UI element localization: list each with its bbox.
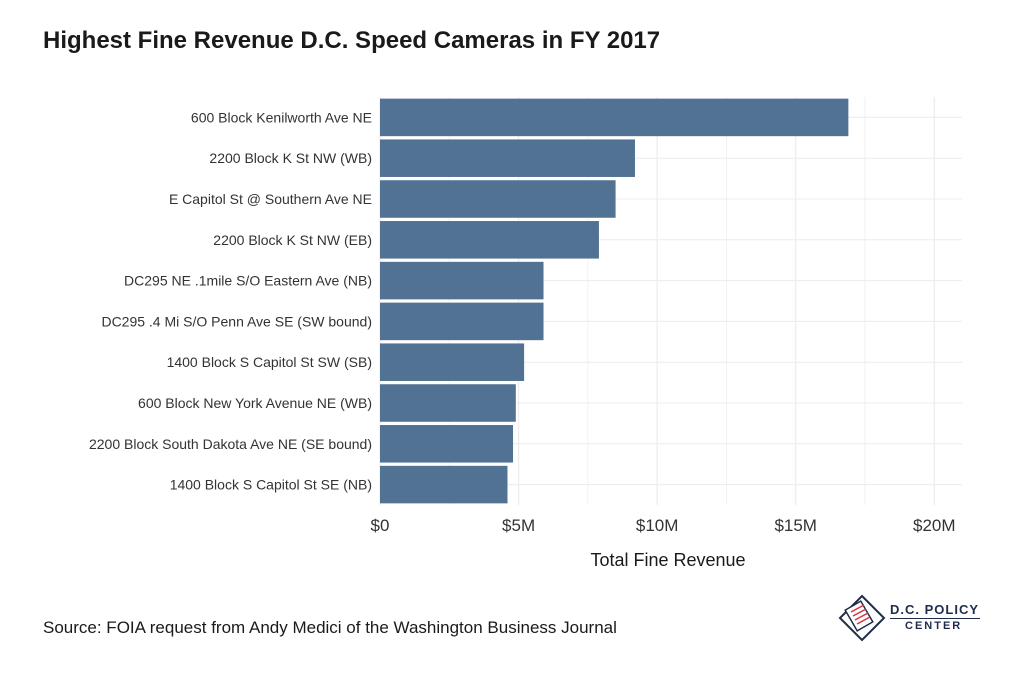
category-label: DC295 .4 Mi S/O Penn Ave SE (SW bound) xyxy=(101,313,372,329)
bar xyxy=(380,302,544,341)
category-label: 2200 Block K St NW (WB) xyxy=(209,150,372,166)
x-tick-label: $0 xyxy=(371,516,390,535)
category-label: 600 Block Kenilworth Ave NE xyxy=(191,109,372,125)
category-label: 1400 Block S Capitol St SE (NB) xyxy=(170,477,372,493)
logo-text-line2: CENTER xyxy=(905,620,963,632)
dc-map-document-icon xyxy=(838,594,886,642)
category-label: E Capitol St @ Southern Ave NE xyxy=(169,191,372,207)
category-labels: 600 Block Kenilworth Ave NE 2200 Block K … xyxy=(89,109,372,492)
bar xyxy=(380,98,849,137)
bar xyxy=(380,261,544,300)
logo-text-line1: D.C. POLICY xyxy=(890,602,980,617)
bar xyxy=(380,425,514,463)
bar-chart: 600 Block Kenilworth Ave NE 2200 Block K … xyxy=(89,97,962,570)
bar xyxy=(380,384,516,422)
chart-title: Highest Fine Revenue D.C. Speed Cameras … xyxy=(43,27,661,54)
x-tick-label: $15M xyxy=(774,516,817,535)
bar xyxy=(380,221,599,259)
category-label: 2200 Block South Dakota Ave NE (SE bound… xyxy=(89,436,372,452)
category-label: DC295 NE .1mile S/O Eastern Ave (NB) xyxy=(124,273,372,289)
x-tick-labels: $0 $5M $10M $15M $20M xyxy=(371,516,956,535)
source-note: Source: FOIA request from Andy Medici of… xyxy=(43,618,617,637)
category-label: 1400 Block S Capitol St SW (SB) xyxy=(167,354,372,370)
logo-divider xyxy=(890,618,980,619)
x-tick-label: $10M xyxy=(636,516,679,535)
bar xyxy=(380,180,616,218)
x-tick-label: $5M xyxy=(502,516,535,535)
bars xyxy=(380,98,849,504)
dc-policy-center-logo: D.C. POLICY CENTER xyxy=(838,594,988,646)
x-axis-label: Total Fine Revenue xyxy=(590,550,745,570)
bar xyxy=(380,465,508,504)
x-tick-label: $20M xyxy=(913,516,956,535)
category-label: 600 Block New York Avenue NE (WB) xyxy=(138,395,372,411)
bar xyxy=(380,139,635,177)
bar xyxy=(380,343,525,381)
category-label: 2200 Block K St NW (EB) xyxy=(213,232,372,248)
